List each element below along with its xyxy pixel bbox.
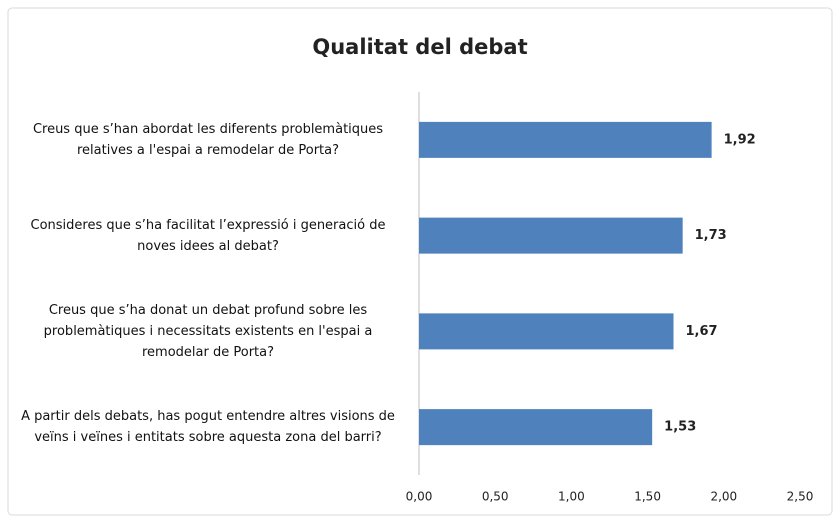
x-tick-label: 1,50: [634, 490, 661, 504]
bar: [419, 313, 674, 350]
x-tick-label: 2,50: [787, 490, 814, 504]
y-tick-label: Creus que s’han abordat les diferents pr…: [32, 121, 384, 158]
value-label: 1,67: [686, 324, 718, 339]
y-tick-label: Creus que s’ha donat un debat profund so…: [43, 302, 373, 360]
y-tick-label: A partir dels debats, has pogut entendre…: [21, 409, 395, 446]
chart-title: Qualitat del debat: [312, 35, 527, 59]
bar: [419, 409, 653, 446]
value-label: 1,73: [695, 228, 727, 243]
y-tick-label: Consideres que s’ha facilitat l’expressi…: [30, 217, 386, 254]
x-tick-label: 0,50: [482, 490, 509, 504]
x-tick-label: 2,00: [710, 490, 737, 504]
x-tick-label: 1,00: [558, 490, 585, 504]
value-label: 1,53: [664, 420, 696, 435]
x-tick-label: 0,00: [406, 490, 433, 504]
bar: [419, 217, 683, 254]
bar: [419, 121, 712, 158]
value-label: 1,92: [724, 132, 756, 147]
